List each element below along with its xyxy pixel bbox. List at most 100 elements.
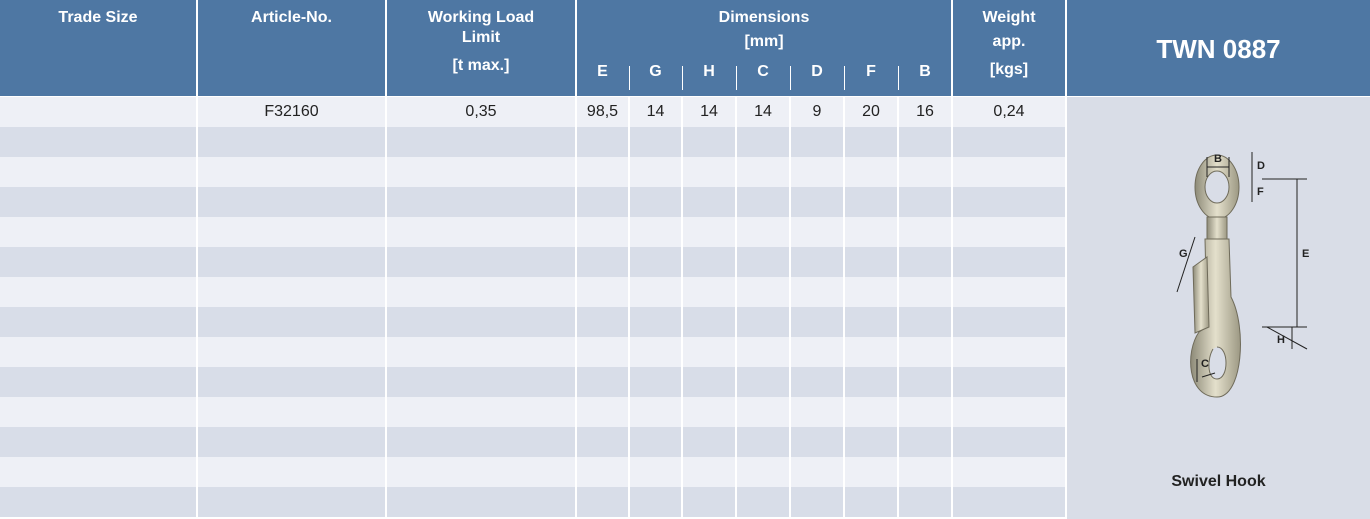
header-separator [843, 66, 845, 90]
table-cell [387, 187, 575, 217]
table-cell [630, 97, 681, 127]
table-cell [0, 277, 196, 307]
table-cell [683, 187, 735, 217]
header-text: Dimensions [718, 9, 810, 26]
table-cell [577, 427, 628, 457]
header-separator [681, 66, 683, 90]
table-cell [737, 157, 789, 187]
cell-text: 14 [646, 103, 665, 120]
table-cell [0, 187, 196, 217]
table-cell [845, 337, 897, 367]
table-cell [630, 397, 681, 427]
swivel [1206, 216, 1228, 240]
table-cell [899, 307, 951, 337]
header-cell [0, 0, 196, 96]
table-cell [198, 337, 385, 367]
table-cell [0, 457, 196, 487]
table-cell [845, 157, 897, 187]
header-cell [953, 0, 1065, 96]
header-separator [789, 66, 791, 90]
table-cell [899, 397, 951, 427]
header-text: Weight [982, 9, 1036, 26]
table-cell [577, 97, 628, 127]
table-cell [899, 427, 951, 457]
table-cell [737, 187, 789, 217]
table-cell [198, 277, 385, 307]
table-cell [577, 337, 628, 367]
table-cell [791, 487, 843, 517]
cell-text: 0,24 [993, 103, 1025, 120]
table-cell [899, 247, 951, 277]
diagram-label: C [1201, 358, 1209, 370]
table-cell [899, 277, 951, 307]
table-cell [387, 397, 575, 427]
table-cell [683, 367, 735, 397]
table-cell [737, 277, 789, 307]
cell-text: 16 [916, 103, 934, 120]
table-cell [387, 277, 575, 307]
product-name: Swivel Hook [1171, 473, 1266, 490]
table-cell [0, 367, 196, 397]
diagram-label: D [1257, 160, 1265, 172]
table-cell [630, 337, 681, 367]
table-cell [845, 127, 897, 157]
table-cell [953, 337, 1065, 367]
table-cell [791, 187, 843, 217]
table-cell [387, 427, 575, 457]
table-cell [899, 337, 951, 367]
table-cell [737, 337, 789, 367]
table-cell [845, 187, 897, 217]
table-cell [791, 427, 843, 457]
dimension-letter: F [866, 63, 876, 80]
table-cell [683, 307, 735, 337]
table-cell [198, 367, 385, 397]
table-cell [845, 277, 897, 307]
table-cell [953, 127, 1065, 157]
table-cell [899, 457, 951, 487]
table-cell [0, 127, 196, 157]
gate [1192, 256, 1210, 334]
table-cell [899, 157, 951, 187]
header-cell [577, 0, 951, 96]
table-cell [198, 307, 385, 337]
hook-diagram: B D F E G H C [1176, 152, 1309, 398]
table-cell [899, 487, 951, 517]
table-cell [737, 427, 789, 457]
table-cell [577, 487, 628, 517]
table-cell [0, 157, 196, 187]
table-cell [737, 307, 789, 337]
table-cell [845, 217, 897, 247]
table-cell [683, 277, 735, 307]
dimension-lines [1176, 152, 1308, 382]
header-text: [mm] [744, 33, 784, 50]
table-cell [577, 277, 628, 307]
product-panel: B D F E G H C Swivel Hook [1067, 97, 1370, 519]
header-cell [1067, 0, 1370, 96]
table-cell [737, 247, 789, 277]
table-cell [791, 97, 843, 127]
table-cell [387, 307, 575, 337]
table-cell [387, 337, 575, 367]
table-cell [791, 217, 843, 247]
table-cell [845, 307, 897, 337]
table-cell [630, 187, 681, 217]
header-separator [897, 66, 899, 90]
table-cell [791, 337, 843, 367]
table-cell [198, 97, 385, 127]
table-cell [791, 367, 843, 397]
table-cell [577, 127, 628, 157]
table-cell [387, 127, 575, 157]
dimension-letter: C [757, 63, 769, 80]
table-cell [198, 397, 385, 427]
header-separator [628, 66, 630, 90]
table-cell [198, 457, 385, 487]
table-cell [577, 217, 628, 247]
table-cell [0, 217, 196, 247]
table-cell [577, 247, 628, 277]
table-cell [630, 127, 681, 157]
diagram-label: F [1257, 186, 1264, 198]
diagram-label: E [1302, 248, 1309, 260]
header-text: [t max.] [452, 57, 510, 74]
header-text: [kgs] [989, 61, 1029, 78]
